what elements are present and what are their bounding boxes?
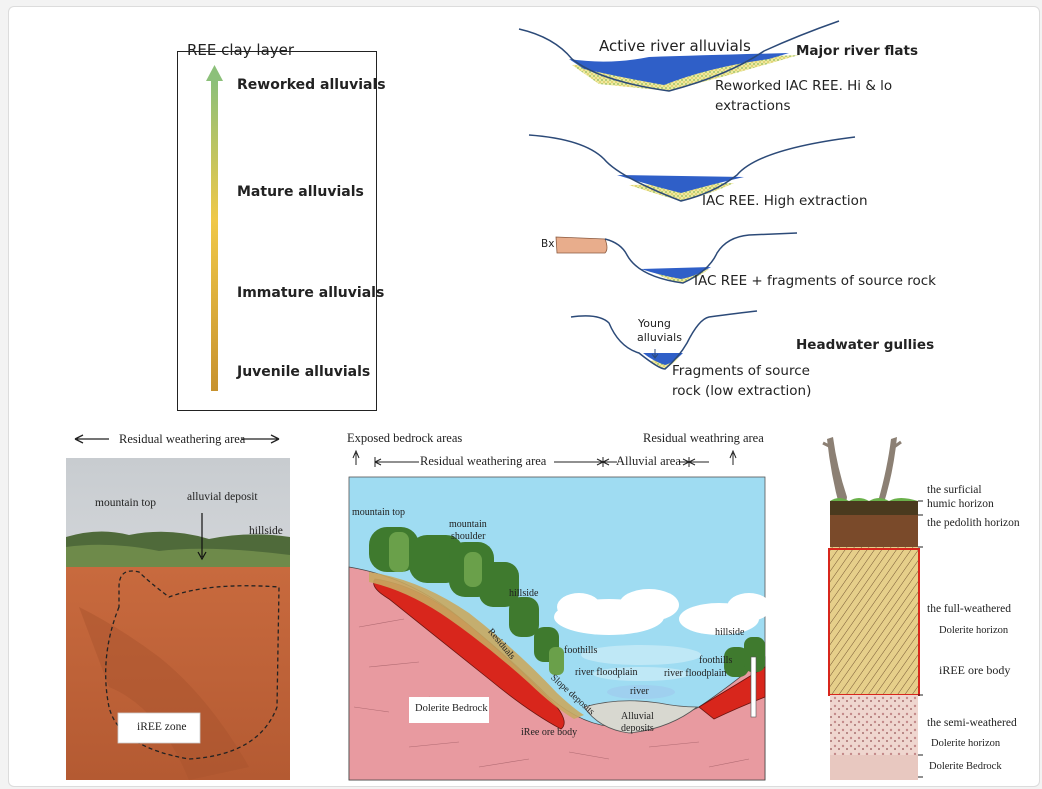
residual-span-label: Residual weathering area <box>420 454 547 468</box>
low-extraction-label-line1: Fragments of source <box>672 363 810 379</box>
tree-right <box>875 437 897 512</box>
alluvial-span-label: Alluvial area <box>616 454 681 468</box>
soil-dolerite-bedrock <box>830 755 918 780</box>
profile-headwater-gullies <box>570 310 758 370</box>
young-alluvials-label-line2: alluvials <box>637 331 682 344</box>
dolerite-horizon-label-1: Dolerite horizon <box>939 625 1009 636</box>
dolerite-horizon-label-2: Dolerite horizon <box>931 738 1001 749</box>
cs-dolerite-bedrock-label: Dolerite Bedrock <box>415 703 488 714</box>
legend-stage-mature: Mature alluvials <box>237 184 364 200</box>
field-photo <box>66 434 290 780</box>
profile-major-river-flats <box>518 20 840 92</box>
cs-alluvial-deposits-label-2: deposits <box>621 723 654 734</box>
trees-right <box>724 637 765 677</box>
valley-cross-section <box>348 449 771 781</box>
cs-iree-ore-body-label: iRee ore body <box>521 727 578 738</box>
photo-arrow-left <box>74 434 109 444</box>
valley-profiles <box>518 20 856 370</box>
legend-arrow <box>206 65 223 391</box>
iree-zone-box <box>117 712 201 744</box>
soil-dolerite-bedrock-label: Dolerite Bedrock <box>929 761 1002 772</box>
legend-stage-juvenile: Juvenile alluvials <box>237 364 371 380</box>
full-weathered-label: the full-weathered <box>927 603 1011 615</box>
major-river-flats-label: Major river flats <box>796 43 919 59</box>
headwater-gullies-label: Headwater gullies <box>796 337 935 353</box>
soil-iree-ore-body-label: iREE ore body <box>939 663 1011 677</box>
source-rock-fragments-label: IAC REE + fragments of source rock <box>694 273 936 289</box>
photo-alluvial-deposit-label: alluvial deposit <box>187 491 258 503</box>
semi-weathered-label: the semi-weathered <box>927 717 1017 729</box>
high-extraction-label: IAC REE. High extraction <box>702 193 868 209</box>
photo-arrow-right <box>241 434 280 444</box>
cs-hillside-left-label: hillside <box>509 588 539 599</box>
residual-span-left-arrow <box>374 457 419 467</box>
iree-ore-body-right <box>698 666 766 720</box>
ree-clay-legend <box>177 51 377 411</box>
legend-stage-immature: Immature alluvials <box>237 285 385 301</box>
active-river-alluvials-label: Active river alluvials <box>599 37 751 55</box>
low-extraction-label-line2: rock (low extraction) <box>672 383 812 399</box>
tree-left <box>827 437 847 512</box>
clouds <box>554 589 771 635</box>
cs-river-floodplain-right-label: river floodplain <box>664 668 727 679</box>
cs-mountain-top-label: mountain top <box>352 507 406 518</box>
iree-zone-outline <box>105 570 280 760</box>
profile-source-rock-fragments <box>555 232 798 284</box>
humic-horizon <box>830 501 918 515</box>
reworked-iac-label-line1: Reworked IAC REE. Hi & lo <box>715 78 893 94</box>
cs-foothills-right-label: foothills <box>699 655 733 666</box>
soil-profile <box>822 437 923 780</box>
young-alluvials-label-line1: Young <box>638 317 671 330</box>
legend-gradient-bar <box>211 81 218 391</box>
photo-mountain-top-label: mountain top <box>95 497 157 509</box>
photo-header-label: Residual weathering area <box>119 432 246 446</box>
legend-arrow-head <box>206 65 223 81</box>
dolerite-bedrock-box <box>409 697 489 723</box>
river-water <box>607 685 675 699</box>
cs-alluvial-deposits-label-1: Alluvial <box>621 711 654 722</box>
cs-river-label: river <box>630 686 649 697</box>
figure-frame: REE clay layer Reworked alluvials Mature… <box>8 6 1040 787</box>
pedolith-horizon <box>830 515 918 547</box>
trees-left-light <box>389 532 564 675</box>
bx-label: Bx <box>541 238 555 250</box>
reworked-iac-label-line2: extractions <box>715 98 791 114</box>
profile-high-extraction <box>528 134 856 202</box>
photo-hillside-label: hillside <box>249 525 283 537</box>
cs-mountain-shoulder-label-1: mountain <box>449 519 487 530</box>
legend-title: REE clay layer <box>187 41 295 59</box>
photo-iree-zone-label: iREE zone <box>137 721 187 733</box>
cs-mountain-shoulder-label-2: shoulder <box>451 531 486 542</box>
semi-weathered-horizon <box>830 695 918 755</box>
cs-river-floodplain-left-label: river floodplain <box>575 667 638 678</box>
surficial-label-2: humic horizon <box>927 498 994 510</box>
alluvial-deposits <box>583 700 699 734</box>
legend-stage-reworked: Reworked alluvials <box>237 77 386 93</box>
residual-weathring-label: Residual weathring area <box>643 431 764 445</box>
alluvial-deposit-arrow <box>197 513 207 561</box>
surficial-label-1: the surficial <box>927 484 982 496</box>
full-weathered-horizon <box>830 547 918 695</box>
exposed-bedrock-label: Exposed bedrock areas <box>347 431 463 445</box>
cs-hillside-right-label: hillside <box>715 627 745 638</box>
pedolith-label: the pedolith horizon <box>927 517 1020 529</box>
cs-foothills-left-label: foothills <box>564 645 598 656</box>
